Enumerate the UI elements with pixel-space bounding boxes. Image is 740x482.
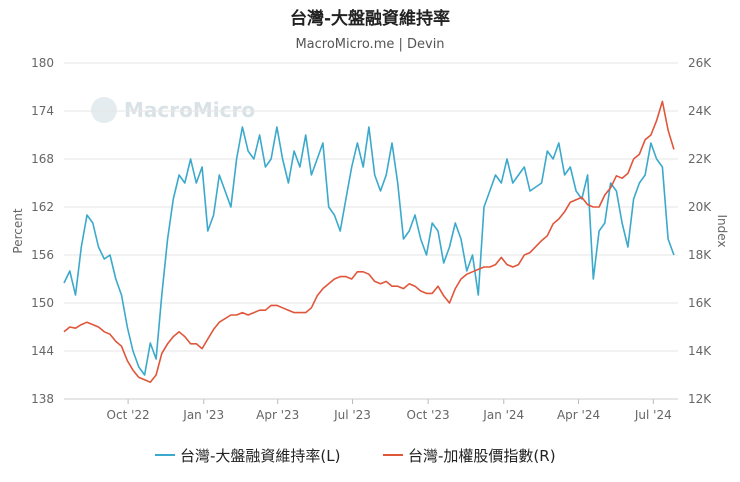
watermark-logo-icon xyxy=(91,97,117,123)
right-axis-ticks: 12K 14K 16K 18K 20K 22K 24K 26K xyxy=(688,56,712,406)
left-tick-label: 156 xyxy=(31,248,54,262)
chart-subtitle: MacroMicro.me | Devin xyxy=(295,37,444,52)
left-tick-label: 180 xyxy=(31,56,54,70)
chart-title: 台灣-大盤融資維持率 xyxy=(290,8,450,29)
x-tick-label: Jul '23 xyxy=(333,408,371,422)
right-axis-label: Index xyxy=(715,214,729,247)
x-tick-label: Apr '23 xyxy=(256,408,299,422)
x-tick-label: Oct '23 xyxy=(407,408,450,422)
right-tick-label: 12K xyxy=(688,392,712,406)
right-tick-label: 22K xyxy=(688,152,712,166)
left-tick-label: 138 xyxy=(31,392,54,406)
left-tick-label: 168 xyxy=(31,152,54,166)
series-lines xyxy=(63,100,675,384)
x-axis-ticks: Oct '22 Jan '23 Apr '23 Jul '23 Oct '23 Jan '… xyxy=(64,398,678,422)
x-tick-label: Oct '22 xyxy=(107,408,150,422)
right-tick-label: 20K xyxy=(688,200,712,214)
watermark: MacroMicro xyxy=(91,97,255,123)
left-tick-label: 174 xyxy=(31,104,54,118)
legend-label-index[interactable]: 台灣-加權股價指數(R) xyxy=(408,447,556,465)
x-tick-label: Apr '24 xyxy=(557,408,600,422)
right-tick-label: 24K xyxy=(688,104,712,118)
series-line-index xyxy=(63,100,675,384)
legend-label-margin[interactable]: 台灣-大盤融資維持率(L) xyxy=(180,447,340,465)
watermark-text: MacroMicro xyxy=(124,98,255,122)
right-tick-label: 16K xyxy=(688,296,712,310)
left-tick-label: 144 xyxy=(31,344,54,358)
left-axis-ticks: 138 144 150 156 162 168 174 180 xyxy=(31,56,54,406)
right-tick-label: 14K xyxy=(688,344,712,358)
left-axis-label: Percent xyxy=(11,208,25,253)
left-tick-label: 162 xyxy=(31,200,54,214)
x-tick-label: Jan '24 xyxy=(482,408,524,422)
left-tick-label: 150 xyxy=(31,296,54,310)
right-tick-label: 18K xyxy=(688,248,712,262)
legend[interactable]: 台灣-大盤融資維持率(L) 台灣-加權股價指數(R) xyxy=(155,447,556,465)
x-tick-label: Jan '23 xyxy=(182,408,224,422)
x-tick-label: Jul '24 xyxy=(634,408,672,422)
right-tick-label: 26K xyxy=(688,56,712,70)
series-line-margin-ratio xyxy=(63,126,675,376)
